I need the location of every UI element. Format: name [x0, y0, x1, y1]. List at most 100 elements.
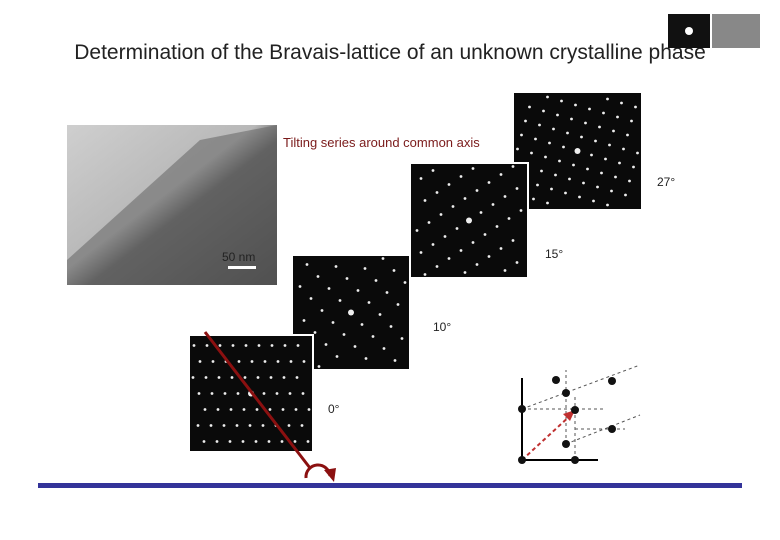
spot: [250, 360, 254, 363]
spot: [196, 424, 200, 427]
spot: [632, 165, 635, 169]
spot: [495, 225, 499, 228]
spot: [626, 133, 629, 137]
pattern-frame: [512, 91, 643, 211]
spot: [455, 227, 459, 230]
spot: [356, 289, 360, 292]
spot: [255, 408, 259, 411]
spot: [382, 347, 386, 350]
spot: [268, 408, 272, 411]
spot: [223, 392, 227, 395]
pattern-frame: [188, 334, 314, 453]
spot: [235, 424, 239, 427]
spot: [282, 376, 286, 379]
spot: [616, 115, 619, 119]
tilt-label: 15°: [545, 247, 563, 261]
spot: [192, 344, 196, 347]
spot: [374, 279, 378, 282]
spot: [447, 257, 451, 260]
diffraction-pattern: [409, 162, 529, 279]
spot: [363, 267, 367, 270]
spot: [487, 181, 491, 184]
spot: [288, 392, 292, 395]
spot: [306, 440, 310, 443]
spot: [552, 127, 555, 131]
spot: [515, 261, 519, 264]
spot: [348, 309, 354, 316]
spot: [324, 343, 328, 346]
spot: [423, 273, 427, 276]
spot: [499, 173, 503, 176]
spot: [400, 337, 404, 340]
spot: [511, 239, 515, 242]
spot: [257, 344, 261, 347]
spot: [396, 303, 400, 306]
spot: [515, 187, 519, 190]
spot: [530, 151, 533, 155]
spot: [228, 440, 232, 443]
spot: [596, 185, 599, 189]
spot: [516, 147, 519, 151]
spot: [503, 195, 507, 198]
spot: [381, 257, 385, 260]
spot: [604, 157, 607, 161]
spot: [280, 440, 284, 443]
spot: [598, 125, 601, 129]
spot: [327, 287, 331, 290]
diffraction-pattern: [188, 334, 314, 453]
spot: [570, 117, 573, 121]
tilt-label: 27°: [657, 175, 675, 189]
spot: [236, 392, 240, 395]
spot: [393, 359, 397, 362]
spot: [459, 175, 463, 178]
spot: [338, 299, 342, 302]
spot: [295, 376, 299, 379]
spot: [427, 221, 431, 224]
spot: [423, 199, 427, 202]
spot: [582, 181, 585, 185]
spot: [334, 265, 338, 268]
slide-title: Determination of the Bravais-lattice of …: [74, 41, 706, 64]
spot: [600, 171, 603, 175]
spot: [276, 360, 280, 363]
spot: [544, 155, 547, 159]
spot: [309, 297, 313, 300]
spot: [275, 392, 279, 395]
spot: [608, 143, 611, 147]
spot: [298, 285, 302, 288]
spot: [198, 360, 202, 363]
spot: [307, 408, 311, 411]
spot: [519, 209, 523, 212]
tem-image: 50 nm: [67, 125, 277, 285]
spot: [554, 173, 557, 177]
spot: [254, 440, 258, 443]
spot: [241, 440, 245, 443]
spot: [364, 357, 368, 360]
spot: [574, 103, 577, 107]
spot: [203, 408, 207, 411]
spot: [479, 211, 483, 214]
spot: [205, 344, 209, 347]
spot: [283, 344, 287, 347]
spot: [568, 177, 571, 181]
spot: [511, 165, 515, 168]
spot: [546, 201, 549, 205]
spot: [532, 197, 535, 201]
spot: [191, 376, 195, 379]
spot: [562, 145, 565, 149]
spot: [300, 424, 304, 427]
spot: [606, 97, 609, 101]
spot: [574, 148, 581, 154]
spot: [602, 111, 605, 115]
spot: [586, 167, 589, 171]
spot: [302, 319, 306, 322]
spot: [463, 271, 467, 274]
spot: [248, 424, 252, 427]
spot: [558, 159, 561, 163]
spot: [392, 269, 396, 272]
spot: [229, 408, 233, 411]
spot: [263, 360, 267, 363]
spot: [503, 269, 507, 272]
spot: [243, 376, 247, 379]
